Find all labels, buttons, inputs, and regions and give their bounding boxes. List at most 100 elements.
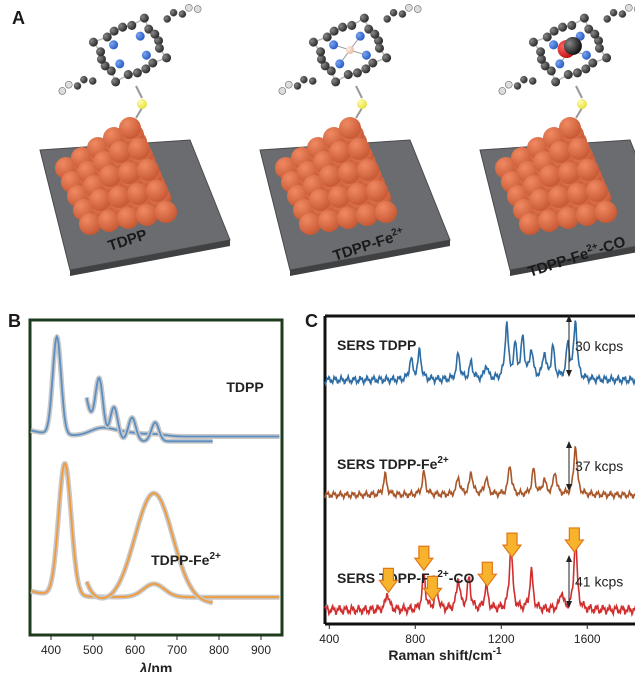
carbon-atom bbox=[144, 24, 154, 34]
gold-sphere bbox=[548, 186, 570, 208]
nitrogen-atom bbox=[361, 50, 371, 60]
porphyrin-ring bbox=[278, 4, 422, 95]
carbon-atom bbox=[352, 68, 362, 78]
nitrogen-atom bbox=[141, 50, 151, 60]
carbon-atom bbox=[594, 36, 604, 46]
nitrogen-atom bbox=[555, 59, 565, 69]
chain-atom bbox=[513, 82, 522, 90]
carbon-atom bbox=[320, 61, 330, 71]
plot-frame bbox=[28, 318, 284, 637]
side-chain-right bbox=[603, 4, 635, 23]
gold-sphere bbox=[337, 207, 359, 229]
carbon-atom bbox=[154, 43, 164, 53]
marker-arrow bbox=[501, 532, 523, 559]
linker-bond bbox=[135, 85, 143, 99]
gold-sphere bbox=[119, 117, 141, 139]
carbon-atom bbox=[558, 22, 568, 32]
carbon-atom bbox=[536, 47, 546, 57]
carbon-atom bbox=[96, 54, 106, 64]
scale-arrow-down bbox=[566, 370, 572, 377]
carbon-atom bbox=[308, 37, 318, 47]
gold-sphere bbox=[127, 183, 149, 205]
carbon-atom bbox=[549, 26, 559, 36]
side-chain-right bbox=[163, 4, 202, 23]
scale-arrow-up bbox=[566, 315, 572, 322]
x-tick-label: 1200 bbox=[488, 632, 515, 646]
carbon-atom bbox=[579, 13, 589, 23]
marker-arrow bbox=[477, 561, 498, 588]
gold-sphere bbox=[108, 186, 130, 208]
scale-bar-label: 37 kcps bbox=[575, 458, 623, 474]
nitrogen-atom bbox=[335, 59, 345, 69]
side-chain-right bbox=[383, 4, 422, 23]
gold-sphere bbox=[595, 201, 617, 223]
chain-atom bbox=[284, 80, 293, 89]
nitrogen-atom bbox=[329, 40, 339, 50]
gold-sphere bbox=[329, 141, 351, 163]
chain-atom bbox=[633, 5, 635, 13]
x-tick-label: 400 bbox=[41, 643, 61, 657]
marker-arrow bbox=[564, 527, 585, 553]
uv-vis-spectra-chart: 400 500 600 700 800 900 λ/nm TDPP TDPP-Fe2+ bbox=[28, 318, 284, 672]
linker-bond bbox=[135, 107, 143, 119]
side-chain-left bbox=[498, 75, 537, 95]
chain-atom bbox=[405, 4, 413, 12]
gold-sphere bbox=[567, 183, 589, 205]
chain-atom bbox=[169, 8, 178, 17]
carbon-atom bbox=[316, 47, 326, 57]
carbon-atom bbox=[546, 66, 556, 76]
chain-atom bbox=[73, 82, 82, 90]
gold-sphere bbox=[79, 213, 101, 235]
carbon-atom bbox=[331, 77, 341, 87]
chain-atom bbox=[300, 75, 308, 84]
chain-atom bbox=[193, 5, 202, 13]
side-chain-left bbox=[58, 75, 97, 95]
molecule-group bbox=[39, 4, 231, 276]
series-label: TDPP bbox=[226, 379, 263, 395]
carbon-atom bbox=[102, 32, 112, 42]
carbon-atom bbox=[594, 43, 604, 53]
gold-sphere bbox=[577, 159, 599, 181]
carbon-atom bbox=[111, 77, 121, 87]
chain-atom bbox=[293, 82, 302, 90]
porphyrin-ring bbox=[498, 4, 635, 95]
gold-sphere bbox=[356, 204, 378, 226]
chain-atom bbox=[504, 80, 513, 89]
carbon-atom bbox=[368, 58, 378, 68]
carbon-atom bbox=[127, 20, 137, 30]
gold-sphere bbox=[309, 189, 331, 211]
molecule-group bbox=[259, 4, 451, 276]
carbon-atom bbox=[347, 20, 357, 30]
carbon-atom bbox=[118, 22, 128, 32]
raman-series-label: SERS TDPP-Fe2+ bbox=[337, 455, 449, 472]
chain-atom bbox=[498, 87, 507, 95]
carbon-atom bbox=[326, 66, 336, 76]
chain-atom bbox=[163, 15, 171, 23]
raman-spectra-chart: 400 800 1200 1600 Raman shift/cm-1 SERS TDPP 3… bbox=[319, 314, 635, 663]
scale-arrow-up bbox=[566, 441, 572, 448]
carbon-atom bbox=[100, 61, 110, 71]
chain-atom bbox=[278, 87, 287, 95]
carbon-atom bbox=[588, 58, 598, 68]
linker-bond bbox=[575, 85, 583, 99]
panel-letter-a: A bbox=[12, 8, 25, 28]
marker-arrow bbox=[413, 545, 435, 572]
x-tick-label: 1600 bbox=[574, 632, 601, 646]
gold-sphere bbox=[538, 210, 560, 232]
gold-sphere bbox=[549, 141, 571, 163]
carbon-atom bbox=[590, 29, 600, 39]
gold-sphere bbox=[586, 180, 608, 202]
gold-sphere bbox=[155, 201, 177, 223]
carbon-atom bbox=[364, 24, 374, 34]
x-tick-label: 600 bbox=[125, 643, 145, 657]
carbon-atom bbox=[139, 13, 149, 23]
q-band-line bbox=[85, 492, 213, 604]
carbon-atom bbox=[359, 13, 369, 23]
gold-sphere bbox=[299, 213, 321, 235]
x-axis-title: λ/nm bbox=[139, 660, 173, 672]
marker-arrow bbox=[422, 575, 443, 602]
linker-bond bbox=[355, 85, 363, 99]
molecule-illustrations: TDPP TDPP-Fe2+TDPP-Fe2+-CO bbox=[39, 4, 635, 281]
substrate-edge bbox=[510, 246, 635, 276]
chain-atom bbox=[80, 75, 88, 84]
